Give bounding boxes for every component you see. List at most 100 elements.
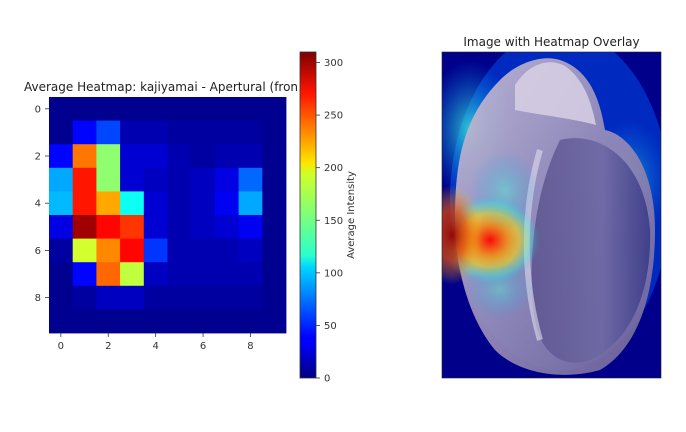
heatmap-cell [72,167,97,192]
heatmap-cell [238,309,263,334]
heatmap-cell [143,167,168,192]
heatmap-cell [191,262,216,287]
heatmap-cell [96,262,121,287]
heatmap-cell [120,215,145,239]
colorbar-tick-label: 250 [324,111,343,122]
heatmap-cell [120,262,145,287]
heatmap-cell [120,309,145,334]
x-tick-label: 4 [152,341,158,352]
y-tick-label: 0 [35,104,41,115]
heatmap-cell [72,238,97,263]
heatmap-cell [167,191,192,216]
heatmap-cell [49,167,74,192]
heatmap-cell [120,144,145,169]
heatmap-cell [167,285,192,310]
heatmap-cell [120,97,145,121]
heatmap-cell [191,167,216,192]
colorbar-tick-label: 200 [324,163,343,174]
heatmap-cell [262,167,287,192]
heatmap-x-axis: 0 2 4 6 8 [58,333,254,352]
heatmap-cell [72,144,97,169]
colorbar [299,51,317,379]
heatmap-cell [214,309,239,334]
heatmap-cell [120,120,145,145]
heatmap-cell [167,167,192,192]
x-tick-label: 6 [200,341,206,352]
heatmap-cell [143,262,168,287]
heatmap-cell [143,191,168,216]
heatmap-cell [143,144,168,169]
heatmap-cell [167,215,192,239]
heatmap-cell [214,262,239,287]
heatmap-cell [96,120,121,145]
heatmap-cell [72,120,97,145]
colorbar-tick-label: 100 [324,268,343,279]
heatmap-cell [191,120,216,145]
heatmap-cell [96,285,121,310]
colorbar-tick-label: 150 [324,216,343,227]
heatmap-cell [72,285,97,310]
heatmap-cell [167,309,192,334]
heatmap-cell [96,309,121,334]
heatmap-cell [72,262,97,287]
heatmap-y-axis: 0 2 4 6 8 [35,104,49,304]
heatmap-cell [214,215,239,239]
heatmap-cell [214,167,239,192]
heatmap-cell [191,97,216,121]
heatmap-cell [49,191,74,216]
heatmap-cell [238,167,263,192]
colorbar-axis: 0 50 100 150 200 250 300 [316,58,343,385]
heatmap-cell [143,285,168,310]
colorbar-tick-label: 300 [324,58,343,69]
heatmap-cell [262,238,287,263]
heatmap-cell [49,120,74,145]
heatmap-cell [49,262,74,287]
heatmap-cell [49,285,74,310]
heatmap-cell [143,309,168,334]
heatmap-cell [96,238,121,263]
x-tick-label: 2 [105,341,111,352]
heatmap-cell [214,191,239,216]
heatmap-cell [191,285,216,310]
heatmap-cell [120,285,145,310]
heatmap-cell [49,309,74,334]
heatmap-cell [191,215,216,239]
heatmap-cell [49,97,74,121]
heatmap-cell [167,120,192,145]
overlay-image [442,52,661,378]
heatmap-cell [143,215,168,239]
heatmap-cell [214,238,239,263]
heatmap-cell [238,215,263,239]
heatmap-cell [72,215,97,239]
heatmap-cell [49,238,74,263]
heatmap-title: Average Heatmap: kajiyamai - Apertural (… [24,80,298,94]
heatmap-cell [96,167,121,192]
heatmap-plot [49,97,287,334]
heatmap-cell [262,191,287,216]
heatmap-cell [96,191,121,216]
colorbar-tick-label: 0 [324,374,330,385]
heatmap-cell [120,191,145,216]
heatmap-cell [72,97,97,121]
colorbar-tick-label: 50 [324,321,337,332]
heatmap-cell [72,309,97,334]
heatmap-cell [214,97,239,121]
heatmap-cell [96,144,121,169]
colorbar-label: Average Intensity [346,171,357,259]
heatmap-cell [72,191,97,216]
heatmap-cell [214,285,239,310]
heatmap-cell [49,215,74,239]
y-tick-label: 2 [35,152,41,163]
y-tick-label: 8 [35,293,41,304]
heatmap-cell [238,285,263,310]
heatmap-cell [262,262,287,287]
overlay-title: Image with Heatmap Overlay [463,35,640,49]
heatmap-cell [143,120,168,145]
heatmap-cell [49,144,74,169]
heatmap-cell [238,97,263,121]
y-tick-label: 6 [35,246,41,257]
heatmap-cell [96,215,121,239]
heatmap-cell [191,144,216,169]
heatmap-cell [167,144,192,169]
